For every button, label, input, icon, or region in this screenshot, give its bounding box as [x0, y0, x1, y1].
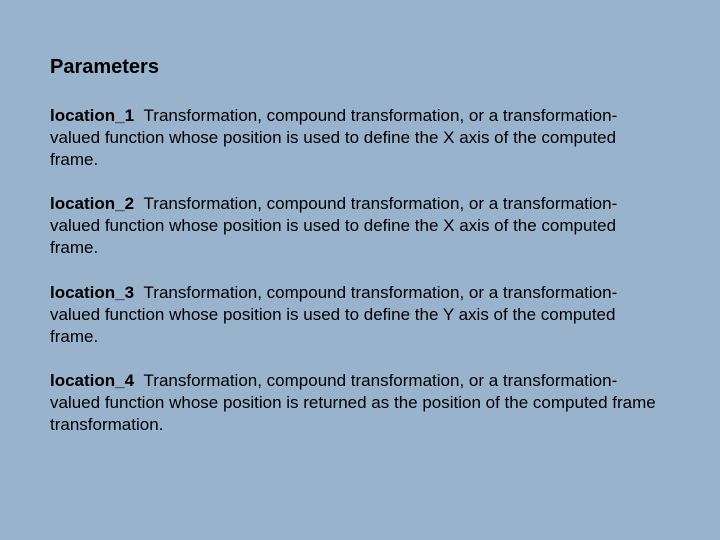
- parameter-description: Transformation, compound transformation,…: [50, 194, 617, 257]
- parameter-item: location_1 Transformation, compound tran…: [50, 105, 660, 171]
- parameter-description: Transformation, compound transformation,…: [50, 283, 617, 346]
- section-heading: Parameters: [50, 56, 670, 79]
- parameter-item: location_4 Transformation, compound tran…: [50, 370, 660, 436]
- parameter-name: location_4: [50, 371, 134, 390]
- parameter-name: location_3: [50, 283, 134, 302]
- parameter-item: location_3 Transformation, compound tran…: [50, 282, 660, 348]
- parameter-name: location_2: [50, 194, 134, 213]
- parameter-description: Transformation, compound transformation,…: [50, 371, 656, 434]
- parameter-name: location_1: [50, 106, 134, 125]
- parameter-item: location_2 Transformation, compound tran…: [50, 193, 660, 259]
- parameter-description: Transformation, compound transformation,…: [50, 106, 617, 169]
